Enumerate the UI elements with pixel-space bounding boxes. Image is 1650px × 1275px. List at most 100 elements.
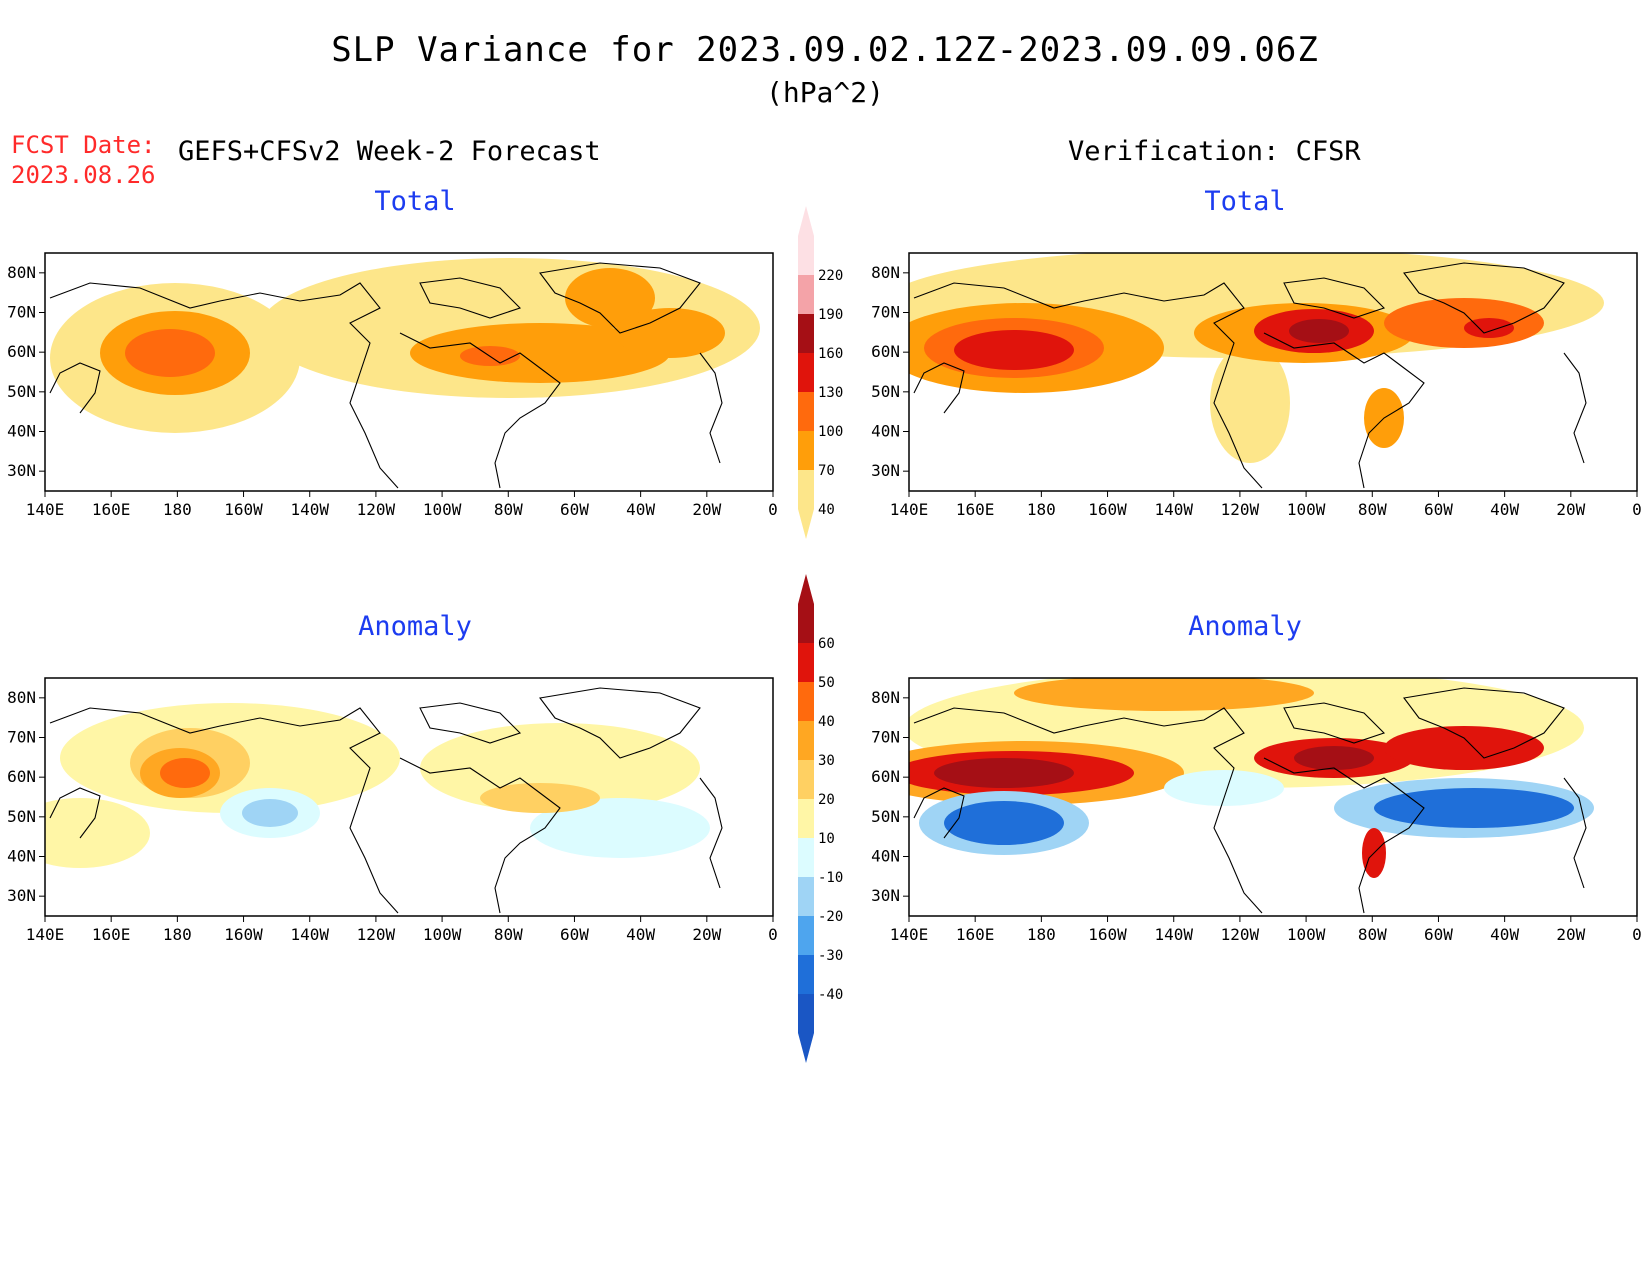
lat-label: 70N <box>871 728 900 747</box>
lon-label: 100W <box>423 925 462 944</box>
lon-label: 40W <box>1490 500 1519 519</box>
map-svg: 140E 160E 180 160W 140W 120W 100W 80W 60W 40W 20W 0… <box>871 252 1642 519</box>
lat-label: 80N <box>871 263 900 282</box>
map-svg: 140E 160E 180 160W 140W 120W 100W 80W 60W 40W 20W 0… <box>7 677 778 944</box>
shading-layer <box>909 253 1604 463</box>
shaded-region <box>565 268 655 328</box>
colorbar-label: 70 <box>818 463 835 479</box>
lon-label: 140E <box>26 925 65 944</box>
lon-label: 160E <box>92 500 131 519</box>
coastline <box>1263 757 1425 914</box>
lat-label: 40N <box>7 847 36 866</box>
shaded-region <box>530 798 710 858</box>
lon-label: 60W <box>560 500 589 519</box>
lon-label: 100W <box>423 500 462 519</box>
colorbar-svg: 220 190 160 130 100 70 40 <box>798 206 843 539</box>
lat-label: 80N <box>871 688 900 707</box>
lat-label: 30N <box>871 461 900 480</box>
shading-layer <box>909 678 1594 878</box>
coastline-layer <box>913 262 1587 489</box>
lat-label: 70N <box>7 728 36 747</box>
lon-label: 160W <box>224 925 263 944</box>
coastline-layer <box>49 687 723 914</box>
plot-frame <box>908 252 1638 492</box>
lon-label: 40W <box>626 925 655 944</box>
coastline <box>699 352 723 464</box>
colorbar-segment <box>798 392 814 431</box>
map-svg: 140E 160E 180 160W 140W 120W 100W 80W 60W 40W 20W 0… <box>7 252 778 519</box>
map-verification-anomaly: 140E 160E 180 160W 140W 120W 100W 80W 60W 40W 20W 0… <box>864 673 1650 944</box>
colorbar-label: 30 <box>818 753 835 769</box>
forecast-heading: GEFS+CFSv2 Week-2 Forecast <box>178 136 601 167</box>
fcst-date-block: FCST Date: 2023.08.26 <box>11 130 156 190</box>
colorbar-label: 40 <box>818 502 835 518</box>
coastline-layer <box>49 262 723 489</box>
colorbar-segment <box>798 682 814 721</box>
lon-label: 40W <box>1490 925 1519 944</box>
lat-label: 70N <box>7 303 36 322</box>
coastline <box>49 282 399 489</box>
coastline <box>1403 262 1565 334</box>
coastline <box>1563 777 1587 889</box>
coastline <box>699 777 723 889</box>
colorbar-label: -30 <box>818 948 843 964</box>
lon-label: 140W <box>290 925 329 944</box>
coastline <box>399 757 561 914</box>
colorbar-segment <box>798 470 814 509</box>
colorbar-label: 100 <box>818 424 843 440</box>
lon-label: 160W <box>224 500 263 519</box>
colorbar-label: 220 <box>818 268 843 284</box>
shaded-region <box>615 308 725 358</box>
colorbar-label: -20 <box>818 909 843 925</box>
colorbar-arrow-bottom <box>798 509 814 539</box>
lon-label: 140W <box>1154 500 1193 519</box>
lat-label: 60N <box>871 342 900 361</box>
coastline <box>913 787 965 839</box>
fcst-date-label: FCST Date: <box>11 131 156 159</box>
coastline <box>539 687 701 759</box>
shaded-region <box>1289 319 1349 343</box>
lon-label: 120W <box>357 925 396 944</box>
lat-label: 80N <box>7 688 36 707</box>
lon-label: 180 <box>163 925 192 944</box>
shaded-region <box>410 323 670 383</box>
panel-title-verif-anomaly: Anomaly <box>1188 611 1302 642</box>
colorbar-label: 10 <box>818 831 835 847</box>
lon-label: 160E <box>92 925 131 944</box>
colorbar-label: 60 <box>818 636 835 652</box>
shaded-region <box>1164 770 1284 806</box>
lon-label: 180 <box>163 500 192 519</box>
plot-frame <box>44 252 774 492</box>
lat-label: 50N <box>7 382 36 401</box>
colorbar-label: 130 <box>818 385 843 401</box>
colorbar-segment <box>798 643 814 682</box>
colorbar-label: 40 <box>818 714 835 730</box>
coastline <box>913 282 1263 489</box>
lat-label: 40N <box>871 847 900 866</box>
colorbar-segment <box>798 314 814 353</box>
coastline <box>1403 687 1565 759</box>
lon-label: 180 <box>1027 925 1056 944</box>
lat-label: 30N <box>7 461 36 480</box>
shading-layer <box>50 258 760 433</box>
colorbar-arrow-bottom <box>798 1033 814 1063</box>
lon-label: 0 <box>768 925 778 944</box>
lat-label: 40N <box>7 422 36 441</box>
colorbar-label: -10 <box>818 870 843 886</box>
colorbar-segment <box>798 838 814 877</box>
shaded-region <box>954 330 1074 370</box>
lon-label: 80W <box>494 925 523 944</box>
coastline <box>419 277 522 319</box>
coastline <box>1563 352 1587 464</box>
colorbar-segment <box>798 721 814 760</box>
colorbar-label: -40 <box>818 987 843 1003</box>
lon-label: 140W <box>1154 925 1193 944</box>
lon-label: 140E <box>890 925 929 944</box>
shaded-region <box>1014 678 1314 711</box>
colorbar-segment <box>798 431 814 470</box>
lon-label: 20W <box>1556 925 1585 944</box>
lon-label: 140W <box>290 500 329 519</box>
shaded-region <box>944 801 1064 845</box>
colorbar-svg: 60 50 40 30 20 10 -10 -20 -30 -40 <box>798 574 843 1063</box>
panel-title-verif-total: Total <box>1204 186 1286 217</box>
